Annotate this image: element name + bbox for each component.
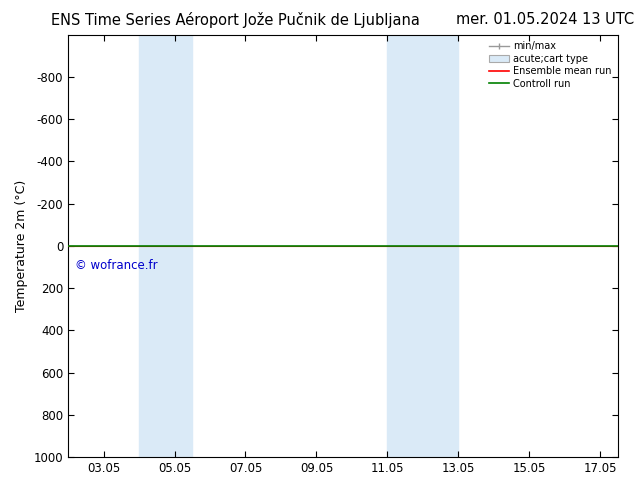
Text: mer. 01.05.2024 13 UTC: mer. 01.05.2024 13 UTC (456, 12, 634, 27)
Text: © wofrance.fr: © wofrance.fr (75, 259, 158, 271)
Y-axis label: Temperature 2m (°C): Temperature 2m (°C) (15, 180, 28, 312)
Text: ENS Time Series Aéroport Jože Pučnik de Ljubljana: ENS Time Series Aéroport Jože Pučnik de … (51, 12, 420, 28)
Bar (387, 35, 458, 457)
Bar (139, 35, 192, 457)
Legend: min/max, acute;cart type, Ensemble mean run, Controll run: min/max, acute;cart type, Ensemble mean … (488, 40, 613, 91)
